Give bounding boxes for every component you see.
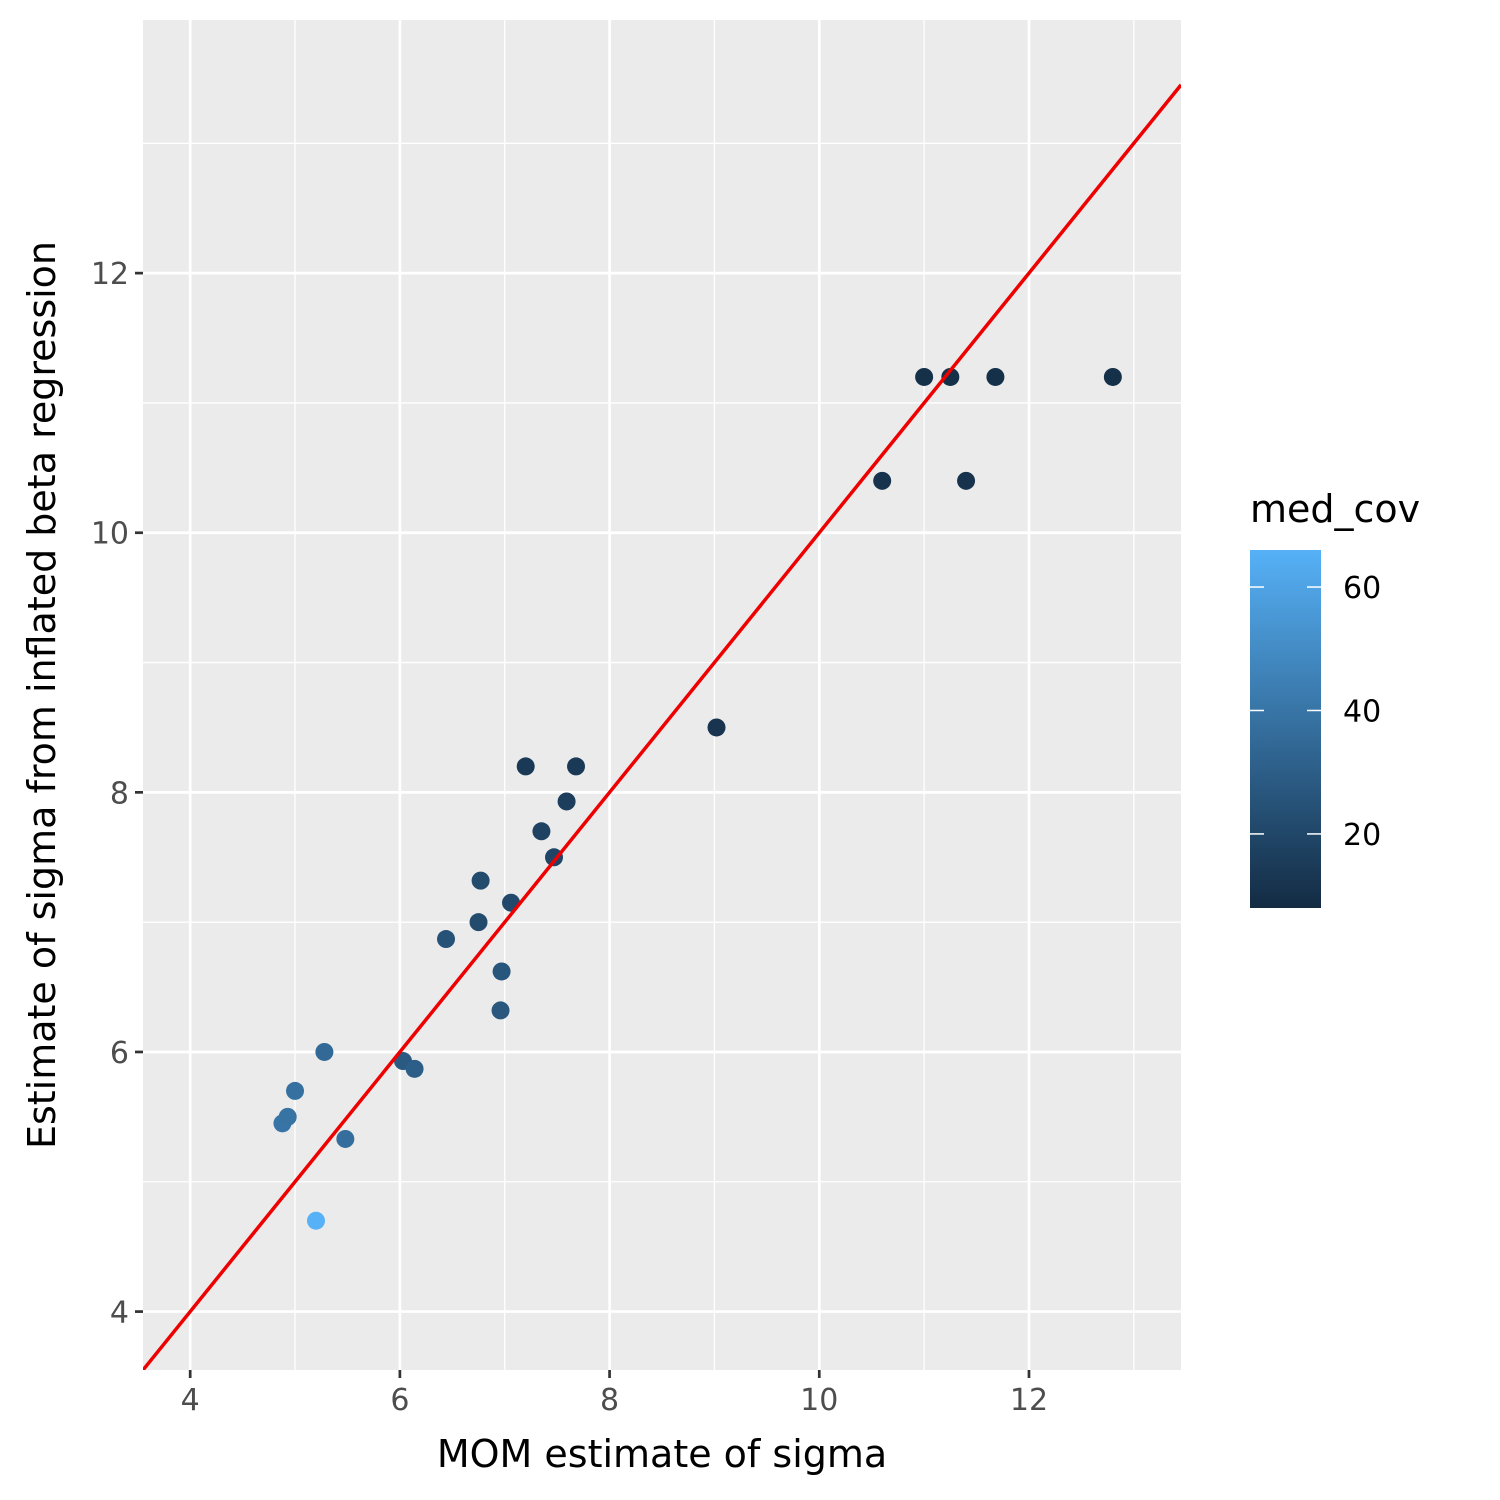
data-point: [986, 367, 1005, 386]
data-point: [516, 757, 535, 776]
y-axis-title: Estimate of sigma from inflated beta reg…: [20, 241, 64, 1149]
colorbar-tick-label: 60: [1343, 571, 1381, 606]
colorbar-ticks: 20 40 60: [1250, 571, 1381, 853]
x-axis-title: MOM estimate of sigma: [437, 1432, 887, 1476]
data-point: [437, 930, 456, 949]
data-point: [286, 1081, 305, 1100]
x-tick-label: 8: [600, 1383, 619, 1418]
x-tick-label: 12: [1010, 1383, 1048, 1418]
y-tick-label: 8: [110, 776, 129, 811]
data-point: [567, 757, 586, 776]
data-points: [273, 367, 1122, 1230]
x-tick-label: 10: [800, 1383, 838, 1418]
colorbar: [1250, 550, 1321, 908]
legend-title: med_cov: [1250, 487, 1420, 531]
minor-gridlines: [143, 20, 1181, 1370]
colorbar-tick-label: 20: [1343, 818, 1381, 853]
data-point: [491, 1001, 510, 1020]
y-axis-tick-labels: 4 6 8 10 12: [91, 257, 129, 1330]
axis-tick-marks: [135, 271, 1031, 1378]
data-point: [707, 718, 726, 737]
data-point: [1103, 367, 1122, 386]
data-point: [941, 367, 960, 386]
major-gridlines: [143, 20, 1181, 1370]
data-point: [336, 1129, 355, 1148]
data-point: [557, 792, 576, 811]
x-axis-tick-labels: 4 6 8 10 12: [181, 1383, 1048, 1418]
colorbar-tick-label: 40: [1343, 694, 1381, 729]
y-tick-label: 12: [91, 257, 129, 292]
data-point: [492, 962, 511, 981]
data-point: [532, 822, 551, 841]
data-point: [307, 1211, 325, 1230]
data-point: [405, 1059, 424, 1078]
x-tick-label: 4: [181, 1383, 200, 1418]
data-point: [469, 913, 488, 932]
data-point: [545, 848, 564, 867]
y-tick-label: 10: [91, 517, 129, 552]
y-tick-label: 4: [110, 1296, 129, 1331]
data-point: [278, 1107, 297, 1126]
data-point: [957, 471, 976, 490]
identity-reference-line: [143, 83, 1181, 1370]
x-tick-label: 6: [390, 1383, 409, 1418]
color-legend: med_cov 20 40 60: [1250, 487, 1420, 908]
y-tick-label: 6: [110, 1036, 129, 1071]
plot-panel: [143, 20, 1181, 1370]
data-point: [471, 871, 490, 890]
data-point: [315, 1042, 334, 1061]
data-point: [915, 367, 934, 386]
data-point: [873, 471, 892, 490]
